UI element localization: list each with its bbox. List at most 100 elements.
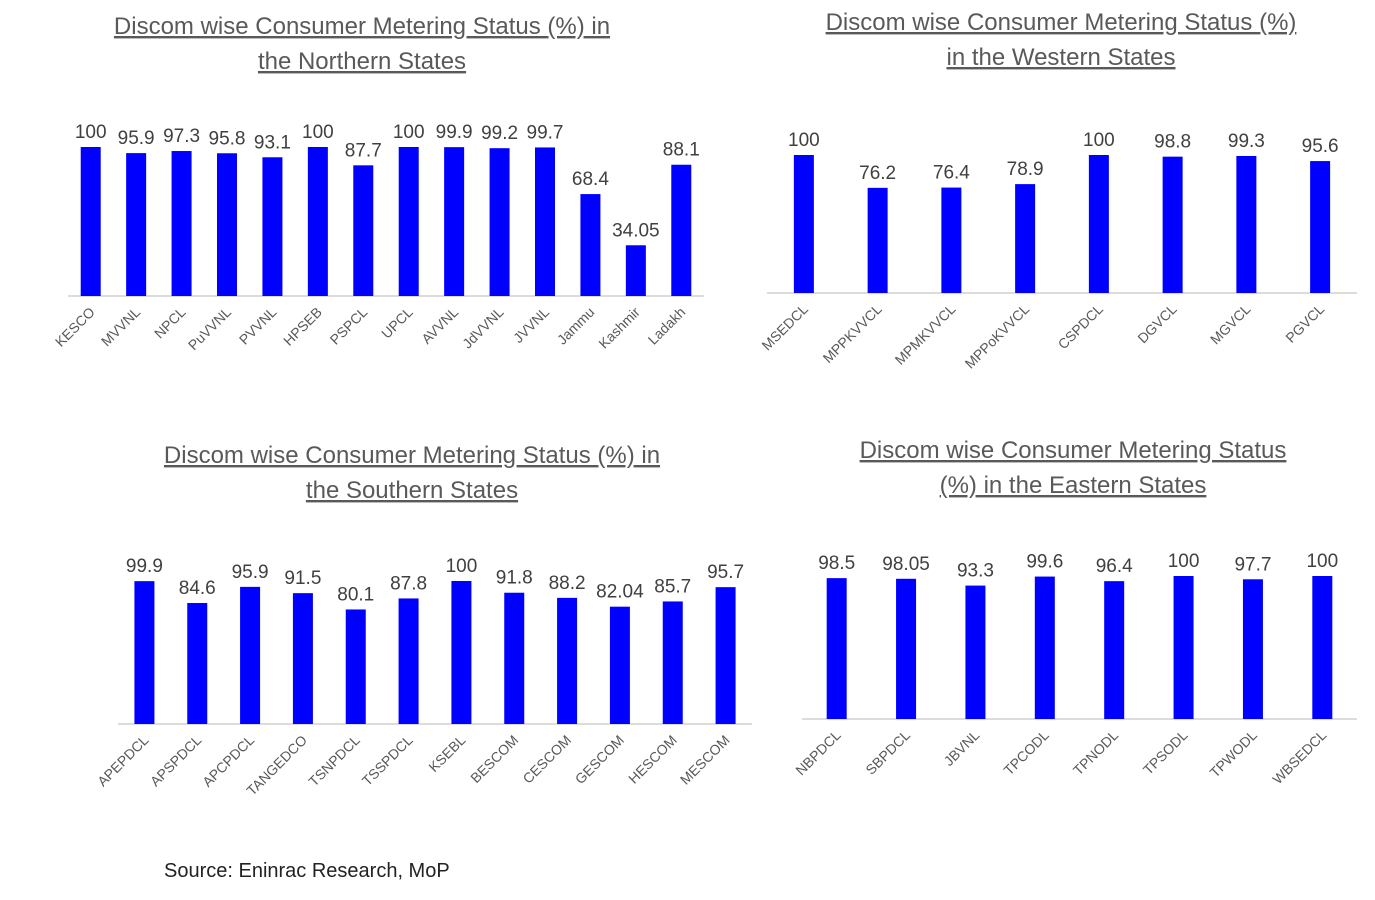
data-label: 99.2	[481, 123, 518, 144]
bar	[134, 581, 155, 724]
x-tick-label: WBSEDCL	[1269, 727, 1329, 787]
bar	[307, 147, 328, 296]
bar	[489, 148, 510, 296]
x-tick-label: TPWODL	[1206, 727, 1260, 781]
bar	[896, 578, 917, 719]
data-label: 99.7	[527, 122, 564, 143]
x-tick-label: KSEBL	[425, 732, 468, 775]
x-tick-label: MGVCL	[1207, 301, 1254, 348]
x-tick-label: BESCOM	[467, 732, 521, 786]
data-label: 100	[1083, 130, 1115, 151]
x-tick-label: MPPoKVVCL	[962, 301, 1033, 372]
x-tick-label: GESCOM	[572, 732, 627, 787]
bar	[292, 593, 313, 724]
data-label: 68.4	[572, 169, 609, 190]
x-tick-label: UPCL	[378, 304, 416, 342]
data-label: 100	[393, 122, 425, 143]
data-label: 95.8	[209, 128, 246, 149]
data-label: 87.7	[345, 140, 382, 161]
data-label: 100	[75, 122, 107, 143]
data-label: 87.8	[390, 573, 427, 594]
data-label: 98.05	[882, 554, 930, 575]
chart-title-northern: the Northern States	[258, 48, 466, 75]
bar	[398, 147, 419, 296]
bar	[451, 581, 472, 724]
data-label: 99.9	[126, 556, 163, 577]
data-label: 100	[788, 130, 820, 151]
bar	[80, 147, 101, 296]
data-label: 80.1	[337, 584, 374, 605]
x-tick-label: Jammu	[554, 304, 598, 348]
data-label: 85.7	[654, 576, 691, 597]
data-label: 98.5	[818, 553, 855, 574]
x-tick-label: PGVCL	[1282, 301, 1327, 346]
bar	[965, 585, 986, 719]
x-tick-label: MPPKVVCL	[820, 301, 885, 366]
x-tick-label: CESCOM	[519, 732, 574, 787]
x-tick-label: JdVVNL	[459, 304, 507, 352]
chart-title-eastern: Discom wise Consumer Metering Status	[860, 437, 1287, 464]
chart-title-eastern: (%) in the Eastern States	[940, 472, 1207, 499]
x-tick-label: DGVCL	[1134, 301, 1180, 347]
chart-title-western: Discom wise Consumer Metering Status (%)	[826, 9, 1297, 36]
x-tick-label: MESCOM	[677, 732, 733, 788]
data-label: 34.05	[612, 220, 660, 241]
x-tick-label: TSNPDCL	[305, 732, 363, 790]
bar	[345, 609, 366, 724]
data-label: 98.8	[1154, 132, 1191, 153]
data-label: 95.6	[1302, 136, 1339, 157]
x-tick-label: MPMKVVCL	[892, 301, 959, 368]
data-label: 100	[302, 122, 334, 143]
bar	[1173, 576, 1194, 719]
x-tick-label: APSPDCL	[147, 732, 205, 790]
bar	[1088, 155, 1109, 293]
bar	[662, 601, 683, 724]
bar	[867, 187, 888, 293]
chart-title-northern: Discom wise Consumer Metering Status (%)…	[114, 13, 610, 40]
data-label: 97.7	[1234, 554, 1271, 575]
data-label: 95.7	[707, 562, 744, 583]
bar	[217, 153, 237, 296]
data-label: 84.6	[179, 578, 216, 599]
bar	[1015, 184, 1036, 293]
data-label: 99.3	[1228, 131, 1265, 152]
x-tick-label: TSSPDCL	[359, 732, 416, 789]
x-tick-label: MVVNL	[98, 304, 144, 350]
data-label: 100	[446, 556, 478, 577]
bar	[557, 597, 578, 724]
bar	[1310, 161, 1331, 293]
data-label: 88.1	[663, 140, 700, 161]
data-label: 95.9	[232, 562, 269, 583]
data-label: 97.3	[163, 126, 200, 147]
x-tick-label: TPCODL	[1000, 727, 1052, 779]
x-tick-label: TPSODL	[1140, 727, 1191, 778]
data-label: 91.8	[496, 568, 533, 589]
data-label: 93.3	[957, 561, 994, 582]
x-tick-label: CSPDCL	[1055, 301, 1107, 353]
x-tick-label: HPSEB	[280, 304, 325, 349]
bar	[240, 586, 261, 724]
chart-title-southern: the Southern States	[306, 477, 518, 504]
bar	[1242, 579, 1263, 719]
bar	[826, 578, 847, 719]
data-label: 88.2	[549, 573, 586, 594]
bar	[1034, 576, 1055, 719]
chart-title-western: in the Western States	[946, 44, 1175, 71]
x-tick-label: JBVNL	[940, 727, 982, 769]
x-tick-label: Ladakh	[645, 304, 689, 348]
x-tick-label: PVVNL	[236, 304, 280, 348]
chart-western: Discom wise Consumer Metering Status (%)…	[758, 9, 1357, 372]
data-label: 76.4	[933, 163, 970, 184]
x-tick-label: NPCL	[151, 304, 189, 342]
data-label: 100	[1306, 551, 1338, 572]
x-tick-label: PuVVNL	[185, 304, 234, 353]
data-label: 93.1	[254, 132, 291, 153]
chart-title-southern: Discom wise Consumer Metering Status (%)…	[164, 442, 660, 469]
bar	[126, 153, 147, 296]
data-label: 95.9	[118, 128, 155, 149]
bar	[609, 606, 630, 724]
x-tick-label: PSPCL	[327, 304, 371, 348]
x-tick-label: APEPDCL	[94, 732, 152, 790]
data-label: 99.9	[436, 122, 473, 143]
x-tick-label: AVVNL	[418, 304, 461, 347]
